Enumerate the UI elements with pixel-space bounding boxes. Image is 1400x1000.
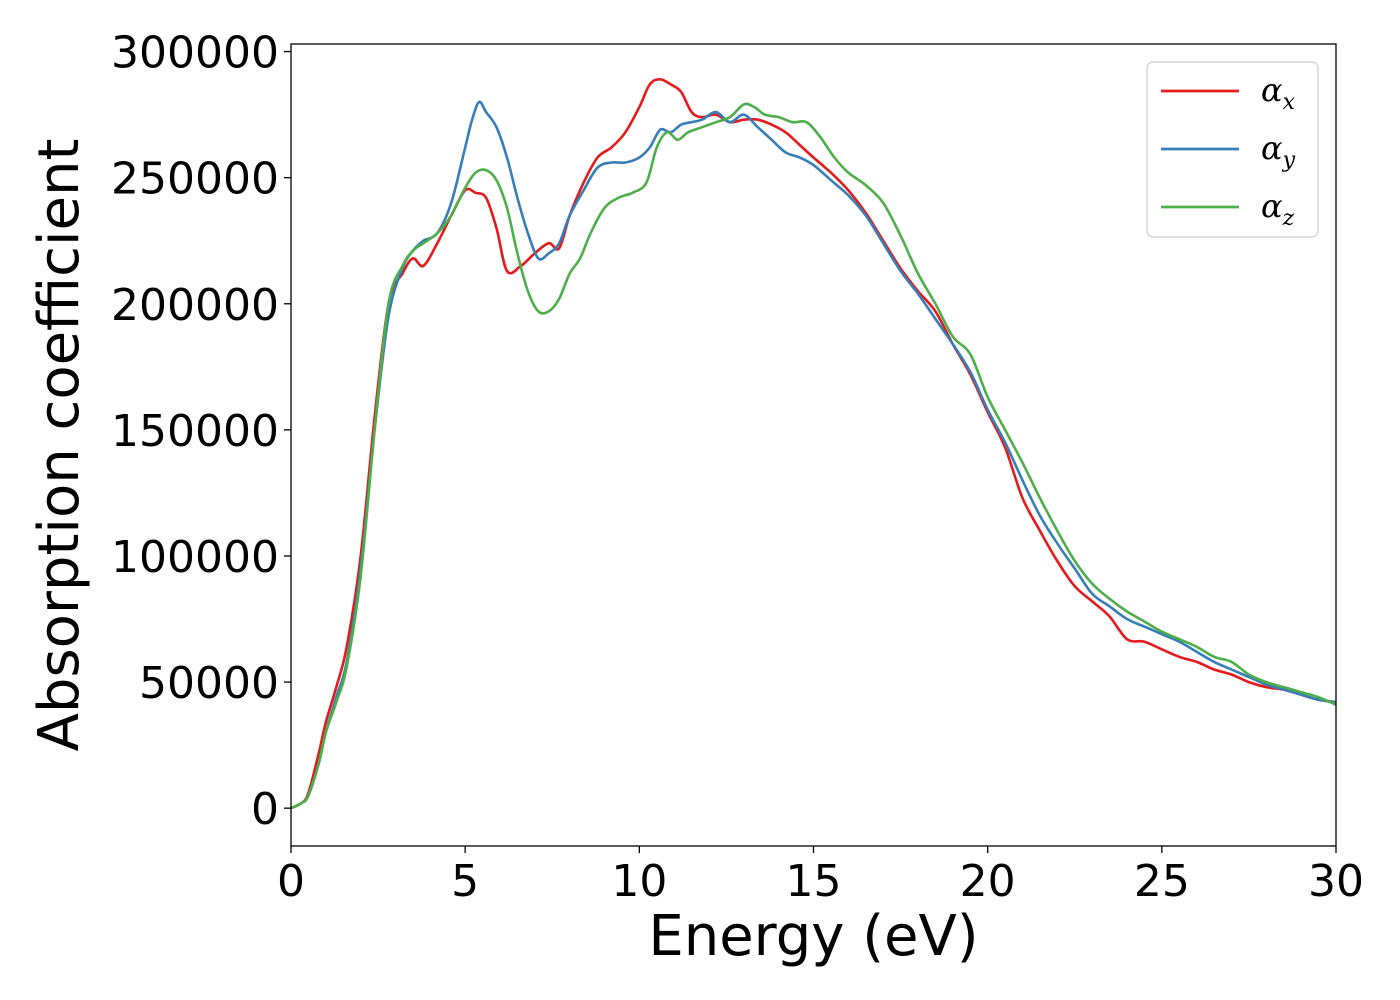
legend-label: αx <box>1261 71 1296 115</box>
x-tick-label: 5 <box>451 856 479 907</box>
y-tick-label: 0 <box>251 784 279 835</box>
series-line-x <box>290 78 1337 810</box>
legend-item-z: αz <box>1161 187 1295 231</box>
x-tick-label: 15 <box>786 856 842 907</box>
legend-label-subscript: z <box>1282 206 1295 231</box>
series-line-z <box>290 102 1337 810</box>
series-line-y <box>290 100 1337 810</box>
x-axis-title: Energy (eV) <box>648 904 978 969</box>
series-lines <box>290 78 1337 810</box>
y-axis-title: Absorption coefficient <box>27 139 92 752</box>
legend-label-symbol: α <box>1261 71 1283 109</box>
x-tick-label: 20 <box>960 856 1016 907</box>
legend-label-symbol: α <box>1261 129 1283 167</box>
legend-label: αy <box>1261 129 1296 173</box>
y-tick-label: 50000 <box>139 658 279 709</box>
x-tick-label: 10 <box>611 856 667 907</box>
x-axis-ticks: 0 5 10 15 20 25 30 <box>277 846 1364 907</box>
legend-item-x: αx <box>1161 71 1296 115</box>
y-tick-label: 100000 <box>111 532 279 583</box>
legend-label-symbol: α <box>1261 187 1283 225</box>
x-tick-label: 30 <box>1308 856 1364 907</box>
x-tick-label: 0 <box>277 856 305 907</box>
legend-label-subscript: x <box>1283 90 1296 115</box>
y-tick-label: 200000 <box>111 280 279 331</box>
x-tick-label: 25 <box>1134 856 1190 907</box>
y-tick-label: 150000 <box>111 406 279 457</box>
y-tick-label: 250000 <box>111 154 279 205</box>
y-tick-label: 300000 <box>111 28 279 79</box>
legend-item-y: αy <box>1161 129 1296 173</box>
legend-label-subscript: y <box>1282 148 1296 173</box>
legend-label: αz <box>1261 187 1295 231</box>
y-axis-ticks: 0 50000 100000 150000 200000 250000 300000 <box>111 28 291 835</box>
